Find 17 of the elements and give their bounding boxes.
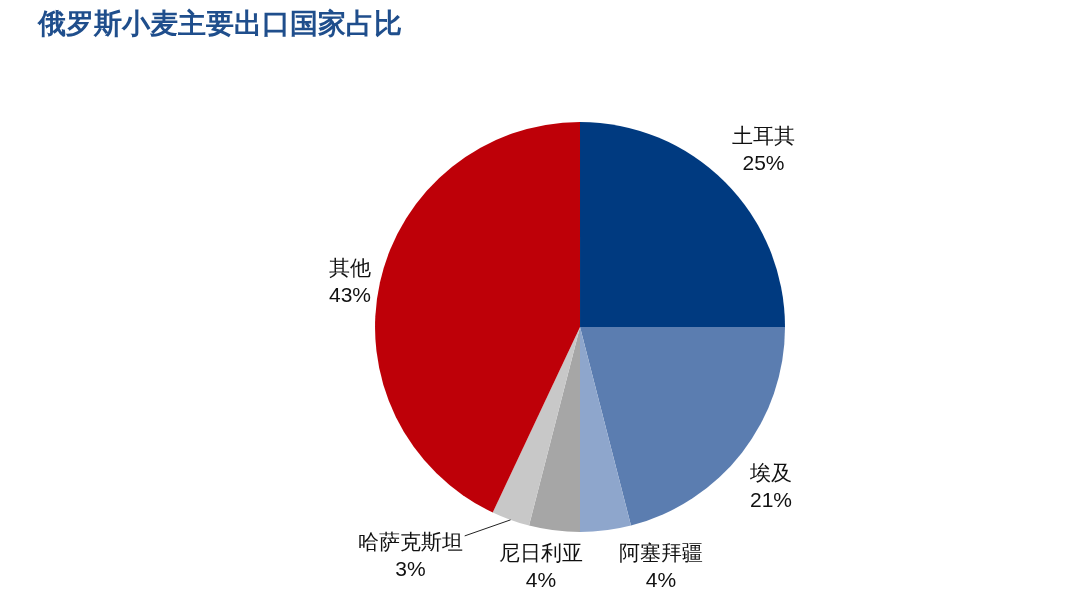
- slice-label: 阿塞拜疆: [619, 541, 703, 564]
- slice-label: 哈萨克斯坦: [358, 530, 463, 553]
- pie-slice: [580, 327, 631, 532]
- slice-label: 尼日利亚: [499, 541, 583, 564]
- pie-slice: [529, 327, 581, 532]
- chart-title: 俄罗斯小麦主要出口国家占比: [36, 6, 402, 40]
- data-label: 21%: [749, 488, 793, 512]
- data-label: 3%: [395, 557, 426, 581]
- pie-slice: [492, 327, 581, 526]
- data-label: 43%: [329, 283, 372, 307]
- data-label: 4%: [645, 568, 677, 592]
- slice-label: 其他: [329, 256, 372, 279]
- slice-label: 土耳其: [732, 124, 795, 147]
- slice-label: 埃及: [749, 461, 792, 484]
- pie-slice: [375, 122, 581, 513]
- data-label: 25%: [742, 151, 785, 175]
- data-label: 4%: [525, 568, 557, 592]
